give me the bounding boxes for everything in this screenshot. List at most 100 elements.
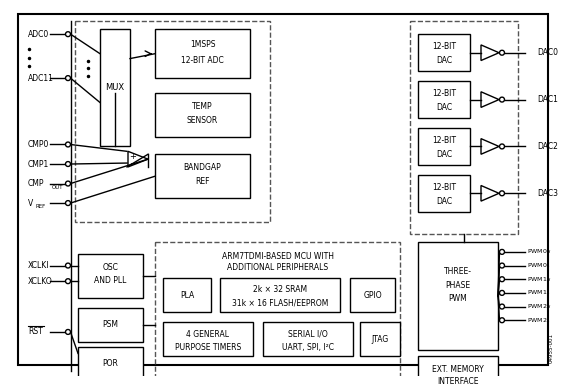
Text: +: + — [130, 152, 136, 161]
Text: OUT: OUT — [52, 185, 64, 190]
Text: PHASE: PHASE — [445, 281, 470, 290]
Text: THREE-: THREE- — [444, 267, 472, 276]
Text: CMP: CMP — [28, 179, 44, 188]
FancyBboxPatch shape — [100, 29, 130, 146]
FancyBboxPatch shape — [18, 14, 548, 365]
FancyBboxPatch shape — [155, 29, 250, 78]
Polygon shape — [481, 139, 499, 154]
Circle shape — [499, 50, 504, 55]
Text: DAC0: DAC0 — [537, 48, 558, 57]
Text: PWM2$_H$: PWM2$_H$ — [527, 302, 552, 311]
Text: PWM0$_H$: PWM0$_H$ — [527, 248, 552, 256]
Text: 12-BIT: 12-BIT — [432, 136, 456, 145]
Text: 4 GENERAL: 4 GENERAL — [186, 330, 229, 339]
FancyBboxPatch shape — [220, 278, 340, 312]
Text: DAC3: DAC3 — [537, 189, 558, 198]
Text: PWM1$_L$: PWM1$_L$ — [527, 288, 550, 297]
Text: DAC2: DAC2 — [537, 142, 558, 151]
Circle shape — [499, 304, 504, 309]
Polygon shape — [481, 186, 499, 201]
Text: SERIAL I/O: SERIAL I/O — [288, 330, 328, 338]
Text: CMP0: CMP0 — [28, 140, 49, 149]
FancyBboxPatch shape — [155, 154, 250, 198]
Circle shape — [65, 162, 70, 166]
Text: PWM2$_L$: PWM2$_L$ — [527, 316, 550, 325]
Circle shape — [65, 263, 70, 268]
Text: ADDITIONAL PERIPHERALS: ADDITIONAL PERIPHERALS — [227, 263, 328, 272]
Circle shape — [65, 76, 70, 80]
Circle shape — [65, 201, 70, 206]
Circle shape — [499, 263, 504, 268]
Circle shape — [65, 32, 70, 37]
Circle shape — [499, 144, 504, 149]
Text: XCLKO: XCLKO — [28, 277, 53, 286]
Text: DAC1: DAC1 — [537, 95, 558, 104]
Text: GPIO: GPIO — [363, 291, 382, 300]
FancyBboxPatch shape — [263, 322, 353, 357]
FancyBboxPatch shape — [418, 175, 470, 212]
Circle shape — [65, 181, 70, 186]
Text: OSC: OSC — [103, 263, 119, 272]
Text: −: − — [130, 159, 136, 169]
Text: PSM: PSM — [102, 320, 119, 329]
Text: POR: POR — [103, 359, 119, 368]
Text: DAC: DAC — [436, 150, 452, 159]
Text: PURPOSE TIMERS: PURPOSE TIMERS — [175, 343, 241, 352]
Text: 1MSPS: 1MSPS — [190, 40, 215, 49]
Polygon shape — [481, 92, 499, 107]
Text: UART, SPI, I²C: UART, SPI, I²C — [282, 343, 334, 352]
Circle shape — [499, 249, 504, 254]
Text: REF: REF — [195, 177, 210, 186]
Circle shape — [499, 277, 504, 282]
Text: INTERFACE: INTERFACE — [437, 377, 479, 385]
FancyBboxPatch shape — [418, 242, 498, 350]
Text: REF: REF — [36, 204, 46, 209]
FancyBboxPatch shape — [360, 322, 400, 357]
Circle shape — [499, 191, 504, 196]
FancyBboxPatch shape — [418, 81, 470, 118]
Text: 12-BIT: 12-BIT — [432, 42, 456, 51]
Text: 04955-001: 04955-001 — [549, 333, 554, 363]
Text: PWM0$_L$: PWM0$_L$ — [527, 261, 550, 270]
Text: 12-BIT: 12-BIT — [432, 89, 456, 98]
Text: MUX: MUX — [106, 84, 124, 92]
FancyBboxPatch shape — [155, 93, 250, 137]
Text: PWM: PWM — [449, 294, 467, 303]
Polygon shape — [128, 151, 148, 167]
Text: RST: RST — [28, 328, 43, 336]
Text: DAC: DAC — [436, 103, 452, 112]
FancyBboxPatch shape — [418, 34, 470, 71]
Text: DAC: DAC — [436, 197, 452, 206]
Circle shape — [65, 142, 70, 147]
Text: TEMP: TEMP — [192, 102, 213, 111]
Circle shape — [499, 97, 504, 102]
Text: EXT. MEMORY: EXT. MEMORY — [432, 365, 484, 373]
Text: ADC11: ADC11 — [28, 74, 54, 83]
Text: 12-BIT ADC: 12-BIT ADC — [181, 56, 224, 65]
Circle shape — [499, 290, 504, 295]
Text: 12-BIT: 12-BIT — [432, 183, 456, 192]
FancyBboxPatch shape — [350, 278, 395, 312]
Text: 2k × 32 SRAM: 2k × 32 SRAM — [253, 285, 307, 295]
FancyBboxPatch shape — [418, 128, 470, 165]
Text: PLA: PLA — [180, 291, 194, 300]
Circle shape — [499, 318, 504, 323]
Text: XCLKI: XCLKI — [28, 261, 49, 270]
Circle shape — [65, 330, 70, 335]
FancyBboxPatch shape — [78, 254, 143, 298]
Text: PWM1$_H$: PWM1$_H$ — [527, 275, 552, 284]
Circle shape — [65, 279, 70, 284]
FancyBboxPatch shape — [163, 322, 253, 357]
FancyBboxPatch shape — [163, 278, 211, 312]
Text: DAC: DAC — [436, 56, 452, 65]
Text: JTAG: JTAG — [371, 335, 389, 344]
Polygon shape — [481, 45, 499, 60]
Text: BANDGAP: BANDGAP — [183, 163, 222, 172]
Text: V: V — [28, 199, 34, 208]
FancyBboxPatch shape — [78, 308, 143, 342]
Text: ARM7TDMI-BASED MCU WITH: ARM7TDMI-BASED MCU WITH — [222, 252, 333, 261]
Text: ADC0: ADC0 — [28, 30, 49, 38]
Text: 31k × 16 FLASH/EEPROM: 31k × 16 FLASH/EEPROM — [232, 298, 328, 307]
FancyBboxPatch shape — [78, 346, 143, 381]
Text: SENSOR: SENSOR — [187, 116, 218, 125]
